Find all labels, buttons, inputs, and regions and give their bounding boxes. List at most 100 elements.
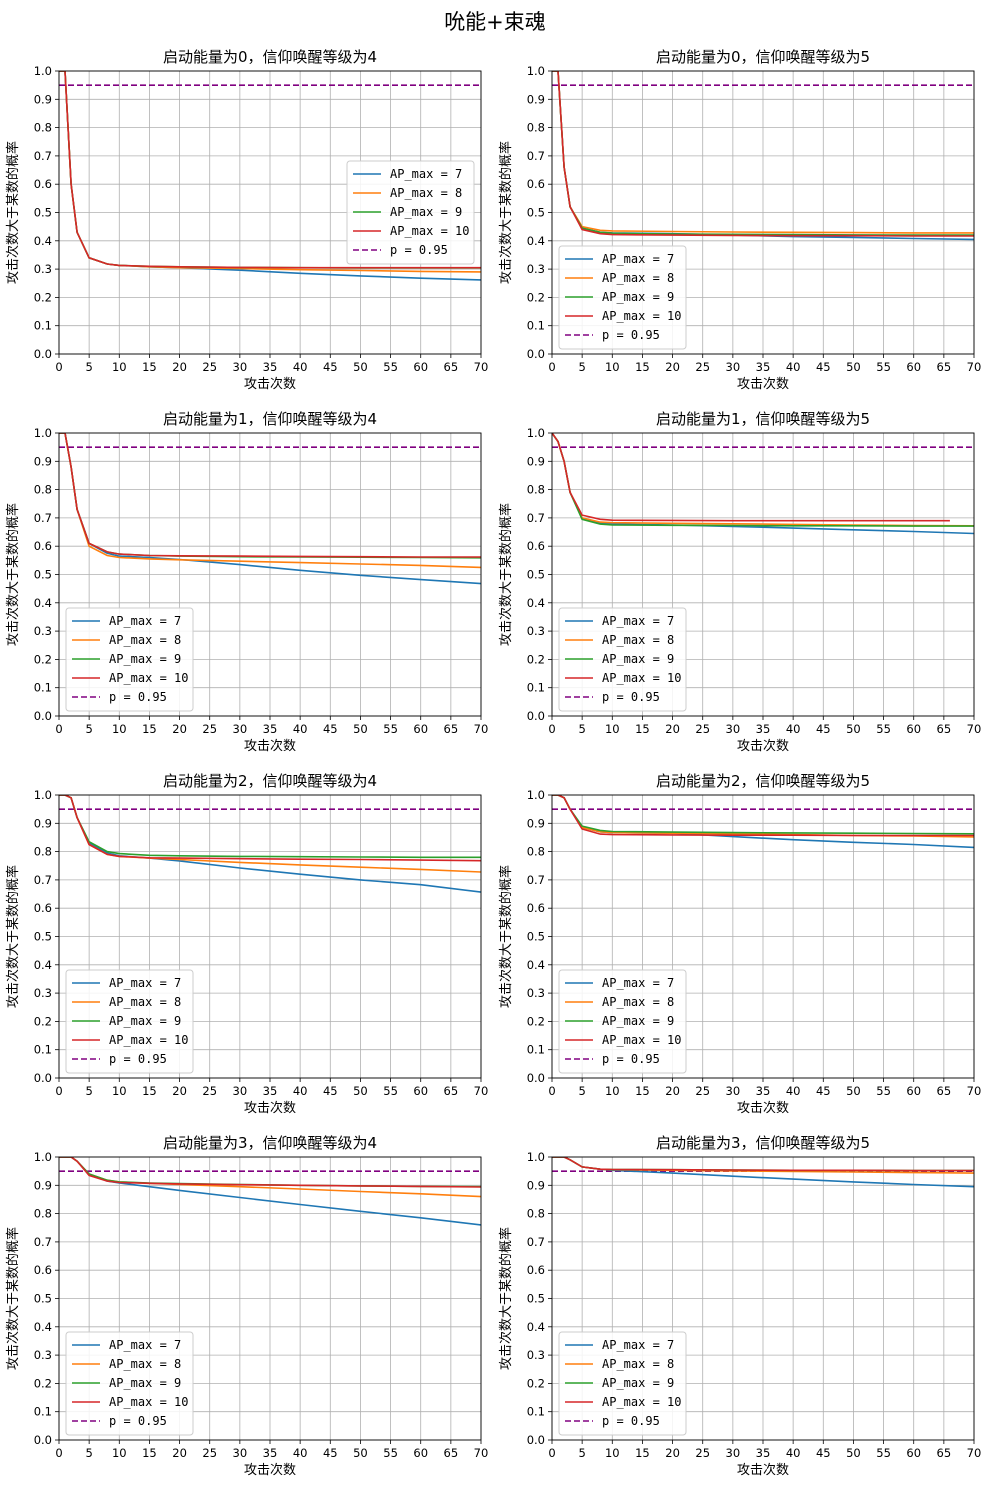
x-tick-label: 35	[263, 360, 278, 374]
x-tick-label: 55	[876, 360, 891, 374]
legend-label: AP_max = 9	[109, 1014, 181, 1028]
plot-frame	[58, 794, 482, 1079]
legend: AP_max = 7 AP_max = 8 AP_max = 9 AP_max = 1…	[65, 607, 194, 712]
y-tick-label: 1.0	[527, 426, 545, 440]
y-axis-label: 攻击次数大于某数的概率	[5, 1227, 21, 1370]
x-tick-label: 35	[263, 722, 278, 736]
subplot-title: 启动能量为2，信仰唤醒等级为5	[656, 772, 870, 790]
y-tick-label: 0.1	[34, 1043, 52, 1057]
y-axis-label: 攻击次数大于某数的概率	[498, 865, 514, 1008]
legend-label: p = 0.95	[602, 1052, 660, 1066]
y-tick-label: 1.0	[527, 788, 545, 802]
x-tick-label: 30	[233, 360, 248, 374]
y-tick-label: 0.8	[527, 845, 545, 859]
x-tick-label: 65	[444, 360, 459, 374]
y-tick-label: 0.3	[527, 624, 545, 638]
y-tick-label: 0.5	[527, 568, 545, 582]
x-tick-label: 70	[474, 1446, 489, 1460]
legend-box	[65, 969, 194, 1074]
x-tick-label: 45	[323, 360, 338, 374]
legend-label: AP_max = 10	[109, 1033, 188, 1047]
y-tick-label: 1.0	[34, 788, 52, 802]
plot-frame	[551, 1156, 975, 1441]
plot-frame	[551, 794, 975, 1079]
x-tick-label: 50	[353, 1084, 368, 1098]
x-tick-label: 20	[665, 1446, 680, 1460]
x-tick-label: 55	[876, 1446, 891, 1460]
x-tick-label: 15	[142, 360, 157, 374]
y-tick-label: 0.8	[527, 1207, 545, 1221]
y-tick-label: 0.7	[34, 873, 52, 887]
legend-label: AP_max = 8	[109, 633, 181, 647]
series-line-ap-10	[552, 795, 974, 837]
x-tick-label: 10	[605, 1084, 620, 1098]
y-tick-label: 0.8	[34, 483, 52, 497]
y-tick-label: 0.5	[527, 930, 545, 944]
x-tick-label: 25	[202, 722, 217, 736]
x-tick-label: 50	[353, 360, 368, 374]
series-line-ap-10	[59, 433, 481, 558]
legend-box	[558, 1331, 687, 1436]
x-tick-label: 35	[263, 1446, 278, 1460]
legend-label: p = 0.95	[602, 1414, 660, 1428]
x-tick-label: 65	[937, 722, 952, 736]
x-tick-label: 25	[202, 1084, 217, 1098]
legend-label: p = 0.95	[109, 1052, 167, 1066]
x-tick-label: 60	[906, 1446, 921, 1460]
y-tick-label: 0.8	[527, 483, 545, 497]
x-tick-label: 55	[876, 1084, 891, 1098]
y-tick-label: 0.6	[527, 177, 545, 191]
x-tick-label: 0	[548, 1084, 555, 1098]
x-tick-label: 20	[665, 1084, 680, 1098]
x-tick-label: 5	[578, 1084, 585, 1098]
y-tick-label: 0.4	[34, 958, 52, 972]
x-tick-label: 50	[353, 1446, 368, 1460]
y-tick-label: 0.1	[34, 1405, 52, 1419]
y-tick-label: 0.5	[527, 206, 545, 220]
legend: AP_max = 7 AP_max = 8 AP_max = 9 AP_max = 1…	[558, 1331, 687, 1436]
x-tick-label: 5	[578, 722, 585, 736]
y-tick-label: 0.4	[527, 234, 545, 248]
x-tick-label: 5	[85, 1084, 92, 1098]
subplot-title: 启动能量为3，信仰唤醒等级为4	[163, 1134, 377, 1152]
x-tick-label: 30	[726, 1084, 741, 1098]
x-tick-label: 55	[383, 1084, 398, 1098]
subplot-8: 0 5 10 15 20 25 30 35 40 45 50 55 60 65 70 0.0 0.1 0.2 0.3…	[498, 1134, 981, 1478]
x-tick-label: 30	[233, 722, 248, 736]
y-tick-label: 0.9	[34, 1178, 52, 1192]
x-tick-label: 25	[695, 722, 710, 736]
legend-label: AP_max = 7	[109, 614, 181, 628]
legend: AP_max = 7 AP_max = 8 AP_max = 9 AP_max = 1…	[558, 969, 687, 1074]
x-tick-label: 20	[665, 360, 680, 374]
subplot-title: 启动能量为1，信仰唤醒等级为5	[656, 410, 870, 428]
y-tick-label: 0.0	[527, 1071, 545, 1085]
y-tick-label: 0.0	[34, 1433, 52, 1447]
x-tick-label: 55	[383, 1446, 398, 1460]
legend-label: AP_max = 10	[109, 671, 188, 685]
y-tick-label: 0.6	[34, 539, 52, 553]
x-tick-label: 15	[635, 1446, 650, 1460]
legend-label: AP_max = 7	[602, 252, 674, 266]
legend-label: AP_max = 7	[602, 976, 674, 990]
y-tick-label: 0.9	[34, 816, 52, 830]
x-tick-label: 10	[112, 1084, 127, 1098]
x-tick-label: 45	[816, 1084, 831, 1098]
legend: AP_max = 7 AP_max = 8 AP_max = 9 AP_max = 1…	[346, 160, 475, 265]
x-tick-label: 0	[548, 722, 555, 736]
y-tick-label: 0.3	[527, 1348, 545, 1362]
series-line-ap-10	[552, 71, 974, 237]
plot-frame	[58, 70, 482, 355]
legend-label: AP_max = 8	[390, 186, 462, 200]
x-tick-label: 15	[142, 1084, 157, 1098]
y-tick-label: 0.2	[527, 652, 545, 666]
y-tick-label: 1.0	[527, 1150, 545, 1164]
y-tick-label: 0.2	[34, 1376, 52, 1390]
subplot-3: 0 5 10 15 20 25 30 35 40 45 50 55 60 65 70 0.0 0.1 0.2 0.3…	[5, 410, 488, 754]
y-tick-label: 1.0	[34, 1150, 52, 1164]
x-axis-label: 攻击次数	[244, 738, 296, 754]
legend-label: AP_max = 8	[602, 995, 674, 1009]
y-tick-label: 0.3	[34, 986, 52, 1000]
y-axis-label: 攻击次数大于某数的概率	[498, 141, 514, 284]
x-tick-label: 35	[756, 1446, 771, 1460]
